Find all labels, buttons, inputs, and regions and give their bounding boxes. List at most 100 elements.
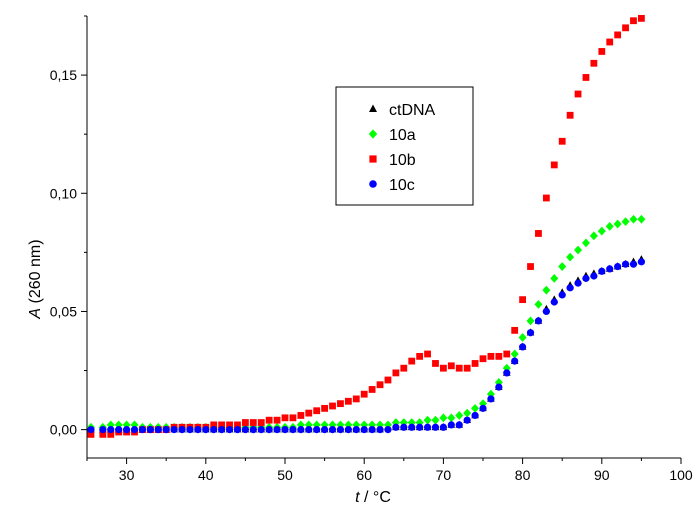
legend: ctDNA 10a 10b 10c (335, 86, 474, 206)
10c-point (566, 284, 574, 292)
x-tick-label: 100 (669, 467, 693, 483)
10c-point (352, 426, 360, 434)
10b-point (360, 390, 368, 398)
series-10a (86, 214, 646, 432)
10c-point (455, 421, 463, 429)
10b-point (447, 362, 455, 370)
10a-point (447, 413, 456, 423)
10c-point (107, 426, 115, 434)
10c-point (590, 272, 598, 280)
x-axis-unit: / °C (360, 489, 391, 506)
10a-point (597, 226, 606, 236)
10c-point (194, 426, 202, 434)
10b-point (107, 430, 115, 438)
10a-point (502, 363, 511, 373)
10c-point (582, 274, 590, 282)
series-ctdna (87, 255, 646, 433)
10c-point (321, 426, 329, 434)
10c-point (550, 298, 558, 306)
10b-point (226, 421, 233, 429)
10c-point (621, 260, 630, 268)
10b-point (638, 14, 645, 22)
10b-point (313, 407, 321, 415)
10c-point (241, 426, 249, 434)
10a-point (574, 245, 583, 255)
10c-point (368, 426, 376, 434)
10c-point (225, 426, 234, 434)
10b-point (622, 24, 629, 32)
10b-point (281, 414, 289, 422)
10c-point (178, 426, 186, 434)
10c-point (99, 426, 107, 434)
10a-point (423, 415, 432, 425)
10c-point (87, 426, 95, 434)
legend-marker-10c (369, 180, 377, 188)
10c-point (115, 426, 123, 434)
10b-point (337, 400, 344, 408)
10b-point (99, 430, 107, 438)
10b-point (265, 416, 273, 424)
10c-point (305, 426, 313, 434)
10c-point (281, 426, 289, 434)
10b-point (471, 360, 479, 367)
10c-point (154, 426, 162, 434)
10c-point (146, 426, 154, 434)
10a-point (550, 273, 559, 283)
10c-point (344, 426, 352, 434)
10b-point (463, 364, 471, 372)
10b-point (630, 17, 637, 25)
10b-point (455, 364, 463, 372)
10c-point (400, 423, 408, 431)
10c-point (408, 423, 416, 431)
10c-point (392, 423, 400, 431)
10c-point (289, 426, 297, 434)
10a-point (558, 262, 567, 271)
10c-point (471, 411, 479, 420)
legend-box (335, 86, 474, 206)
x-tick-label: 70 (436, 467, 452, 483)
10b-point (376, 381, 384, 389)
10b-point (590, 59, 598, 67)
y-axis-variable: A (27, 308, 44, 320)
10b-point (503, 350, 511, 358)
x-axis-title: t / °C (355, 489, 391, 506)
10b-point (392, 369, 400, 377)
10c-point (336, 426, 345, 434)
10b-point (424, 350, 431, 358)
10c-point (162, 426, 170, 434)
10c-point (257, 426, 265, 434)
10c-point (360, 426, 368, 434)
10c-point (487, 395, 495, 403)
y-axis-unit: (260 nm) (27, 239, 44, 307)
10b-point (550, 161, 558, 169)
10b-point (368, 386, 376, 393)
10c-point (218, 426, 226, 434)
10c-point (447, 421, 455, 429)
10b-point (519, 296, 526, 304)
y-axis-title: A (260 nm) (27, 239, 44, 319)
10c-point (423, 423, 432, 431)
10c-point (265, 426, 273, 434)
series-10c (87, 258, 646, 434)
10b-point (242, 419, 249, 426)
y-tick-label: 0,10 (50, 185, 77, 201)
10c-point (463, 416, 471, 424)
10b-point (598, 48, 606, 55)
10b-point (511, 326, 519, 334)
10a-point (629, 214, 638, 224)
10b-point (218, 421, 226, 429)
10a-point (637, 214, 646, 224)
10b-point (234, 421, 241, 429)
10c-point (249, 426, 257, 434)
10b-point (487, 352, 495, 360)
10b-point (400, 364, 408, 372)
10b-point (614, 31, 622, 39)
10b-point (606, 38, 614, 46)
y-tick-label: 0,15 (50, 67, 77, 83)
10c-point (328, 426, 337, 434)
10c-point (186, 426, 194, 434)
10c-point (384, 426, 392, 434)
data-points (86, 14, 646, 438)
10b-point (289, 414, 297, 422)
10c-point (534, 317, 543, 325)
